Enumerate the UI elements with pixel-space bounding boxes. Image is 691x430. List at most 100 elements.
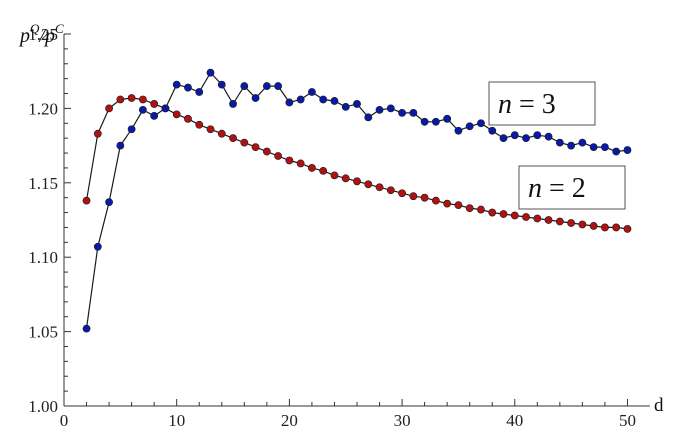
data-point-n3 <box>184 83 192 92</box>
data-point-n2 <box>82 196 91 205</box>
data-point-n3 <box>510 131 519 140</box>
data-point-n2 <box>138 95 147 104</box>
data-point-n3 <box>150 111 159 120</box>
data-point-n2 <box>184 114 192 123</box>
x-tick-label: 50 <box>619 411 636 430</box>
data-point-n3 <box>251 94 260 102</box>
data-point-n2 <box>386 186 395 195</box>
y-tick-label: 1.25 <box>28 25 58 44</box>
data-point-n2 <box>229 134 237 143</box>
data-point-n3 <box>623 146 632 154</box>
data-point-n2 <box>477 205 485 214</box>
y-tick-label: 1.10 <box>28 248 58 267</box>
data-point-n2 <box>454 201 463 210</box>
data-point-n2 <box>375 183 384 192</box>
data-point-n2 <box>262 147 271 156</box>
data-point-n2 <box>274 152 283 160</box>
data-point-n3 <box>375 105 384 114</box>
data-point-n2 <box>567 219 576 227</box>
series-layer <box>82 68 632 333</box>
data-point-n3 <box>138 105 147 114</box>
data-point-n3 <box>589 143 598 151</box>
data-point-n2 <box>330 171 339 180</box>
x-tick-label: 20 <box>281 411 298 430</box>
data-point-n3 <box>217 80 226 89</box>
data-point-n3 <box>240 82 249 90</box>
data-point-n3 <box>477 119 485 128</box>
data-point-n3 <box>364 113 373 122</box>
data-point-n3 <box>612 147 621 156</box>
legend-n3-label: n = 3 <box>498 89 556 120</box>
data-point-n2 <box>341 174 350 183</box>
data-point-n2 <box>623 225 632 233</box>
data-point-n3 <box>285 98 294 107</box>
data-point-n3 <box>82 324 91 333</box>
data-point-n3 <box>330 97 339 105</box>
data-point-n2 <box>409 192 418 201</box>
data-point-n3 <box>341 103 350 111</box>
series-n3 <box>82 68 632 333</box>
data-point-n3 <box>105 198 113 207</box>
data-point-n3 <box>172 80 181 89</box>
data-point-n3 <box>229 100 237 108</box>
data-point-n2 <box>308 164 316 172</box>
x-axis-title: d <box>654 395 664 416</box>
data-point-n2 <box>522 213 530 221</box>
data-point-n2 <box>578 220 587 229</box>
data-point-n3 <box>262 82 271 90</box>
data-point-n3 <box>454 126 463 135</box>
data-point-n3 <box>308 88 316 96</box>
data-point-n2 <box>116 95 125 104</box>
x-tick-label: 30 <box>394 411 411 430</box>
data-point-n2 <box>251 143 260 151</box>
x-ticks: 0 10 20 30 40 50 <box>60 399 636 430</box>
data-point-n2 <box>431 196 440 205</box>
data-point-n2 <box>420 193 429 202</box>
data-point-n3 <box>409 108 418 117</box>
data-point-n3 <box>195 88 204 96</box>
data-point-n2 <box>150 100 159 108</box>
data-point-n3 <box>93 242 102 251</box>
data-point-n2 <box>555 217 564 226</box>
y-ticks: 1.00 1.05 1.10 1.15 1.20 1.25 <box>28 25 71 416</box>
data-point-n2 <box>499 210 508 218</box>
data-point-n3 <box>319 95 328 104</box>
data-point-n2 <box>612 223 621 232</box>
data-point-n3 <box>398 108 406 117</box>
x-tick-label: 40 <box>506 411 523 430</box>
data-point-n3 <box>488 126 497 135</box>
data-point-n3 <box>116 141 125 150</box>
data-point-n2 <box>93 129 102 138</box>
data-point-n2 <box>296 159 305 168</box>
y-tick-label: 1.15 <box>28 174 58 193</box>
legend-n2-box <box>518 165 626 210</box>
data-point-n3 <box>161 104 170 113</box>
legend-n3-box <box>488 81 596 126</box>
data-point-n3 <box>555 138 564 147</box>
data-point-n2 <box>488 208 497 217</box>
data-point-n3 <box>533 131 542 140</box>
data-point-n2 <box>285 156 294 165</box>
x-tick-label: 10 <box>168 411 185 430</box>
data-point-n3 <box>578 138 587 147</box>
y-tick-label: 1.20 <box>28 99 58 118</box>
data-point-n2 <box>465 204 474 212</box>
data-point-n2 <box>240 138 249 147</box>
data-point-n3 <box>522 134 530 143</box>
data-point-n3 <box>431 117 440 126</box>
y-tick-label: 1.05 <box>28 323 58 342</box>
data-point-n3 <box>206 68 215 77</box>
data-point-n2 <box>206 125 215 134</box>
data-point-n3 <box>567 141 576 150</box>
data-point-n3 <box>544 132 553 141</box>
y-tick-label: 1.00 <box>28 397 58 416</box>
data-point-n2 <box>319 166 328 175</box>
data-point-n3 <box>465 122 474 131</box>
x-tick-label: 0 <box>60 411 69 430</box>
data-point-n2 <box>589 222 598 230</box>
data-point-n2 <box>544 216 553 224</box>
data-point-n2 <box>172 110 181 119</box>
data-point-n3 <box>386 104 395 113</box>
data-point-n3 <box>601 143 609 151</box>
